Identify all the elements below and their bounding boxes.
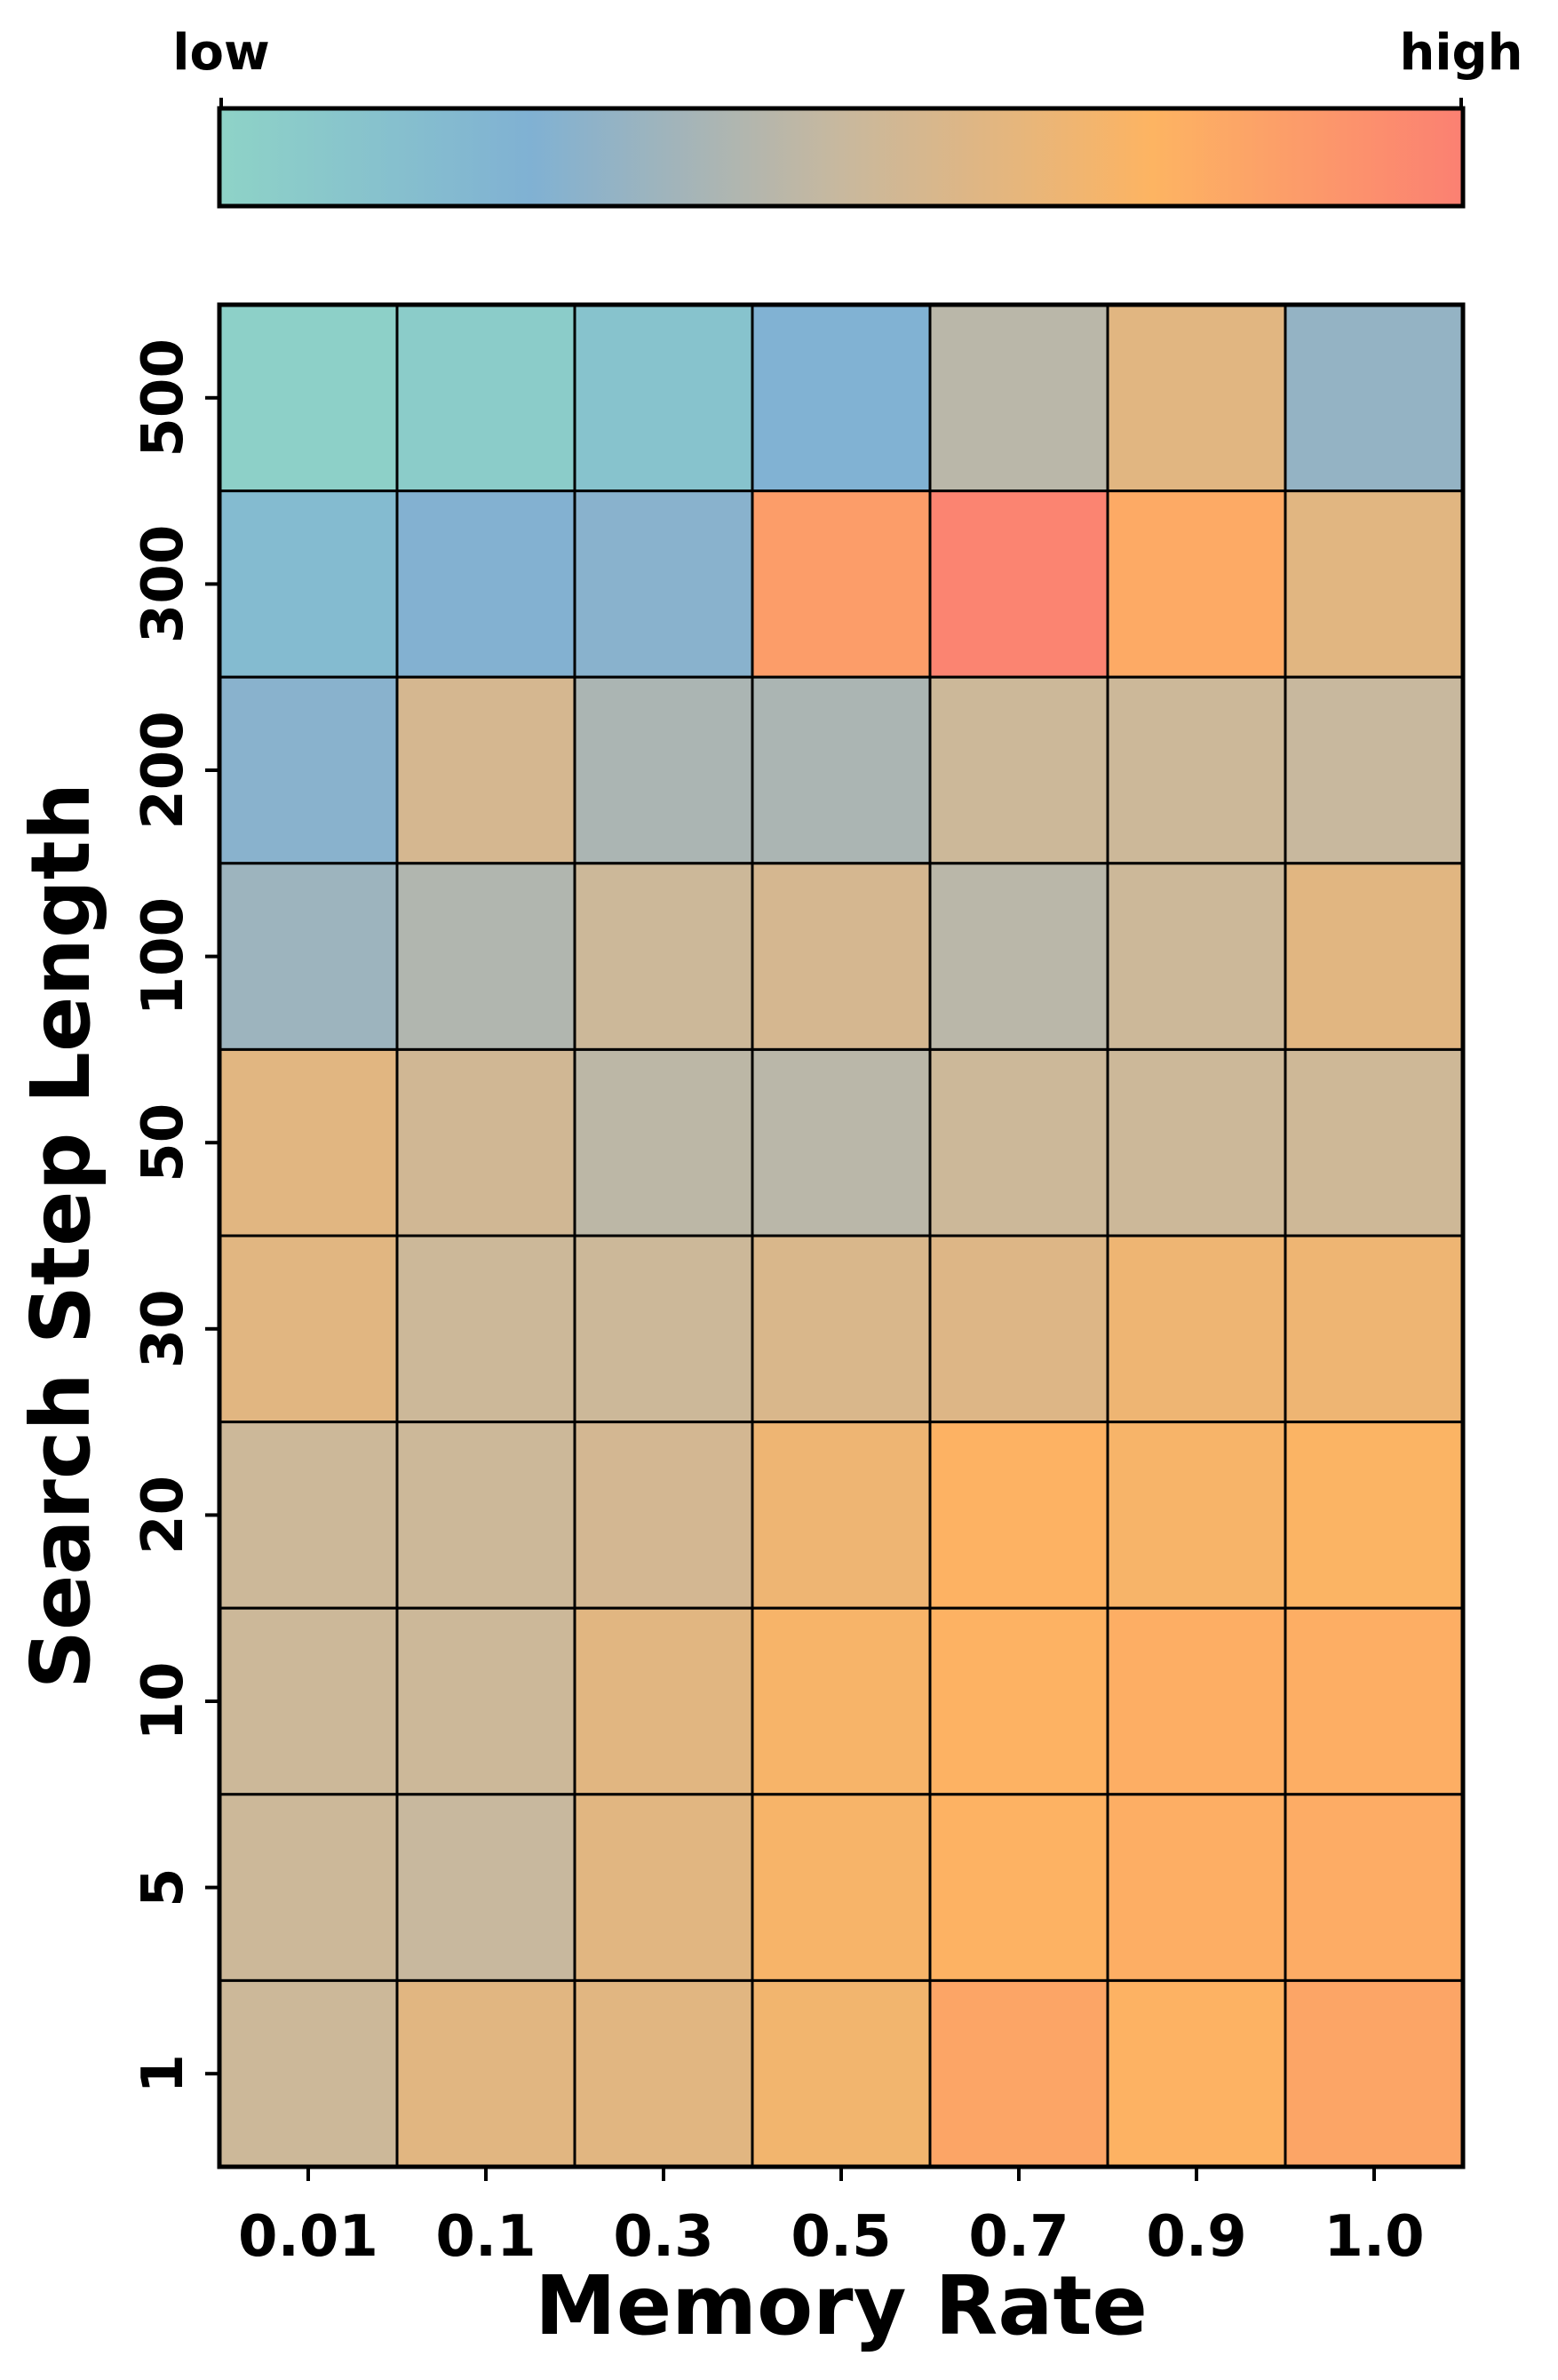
heatmap-cell	[395, 862, 576, 1051]
heatmap-cell	[1284, 1421, 1465, 1610]
heatmap-cell	[1284, 303, 1465, 493]
heatmap-cell	[928, 1421, 1109, 1610]
heatmap-cell	[1106, 1421, 1287, 1610]
heatmap-cell	[573, 1793, 754, 1982]
heatmap-cell	[218, 1793, 399, 1982]
heatmap-cell	[751, 675, 932, 865]
heatmap-cell	[573, 1606, 754, 1796]
y-tick-label: 20	[131, 1476, 196, 1555]
heatmap-cell	[751, 1047, 932, 1238]
heatmap-cell	[1106, 1978, 1287, 2169]
heatmap-cell	[1106, 1234, 1287, 1424]
heatmap-cell	[573, 1978, 754, 2169]
heatmap-cell	[751, 1421, 932, 1610]
heatmap-cell	[928, 1047, 1109, 1238]
heatmap-cell	[928, 303, 1109, 493]
heatmap-cell	[395, 1234, 576, 1424]
heatmap-cell	[218, 675, 399, 865]
heatmap-cell	[751, 1606, 932, 1796]
x-tick-label: 0.1	[435, 2204, 536, 2270]
colorbar: low high	[172, 24, 1523, 209]
heatmap-cell	[1106, 490, 1287, 679]
y-tick-label: 300	[131, 525, 196, 644]
heatmap-cell	[751, 303, 932, 493]
heatmap-cell	[218, 1234, 399, 1424]
heatmap-cell	[1284, 862, 1465, 1051]
colorbar-low-label: low	[172, 24, 269, 82]
heatmap-cell	[751, 1978, 932, 2169]
heatmap-cell	[218, 1606, 399, 1796]
y-tick-label: 50	[131, 1103, 196, 1182]
colorbar-gradient	[217, 106, 1466, 209]
heatmap-cell	[751, 1793, 932, 1982]
heatmap-cell	[928, 675, 1109, 865]
heatmap-cell	[928, 1793, 1109, 1982]
heatmap-cell	[395, 490, 576, 679]
heatmap-cell	[928, 1234, 1109, 1424]
colorbar-high-label: high	[1399, 24, 1522, 82]
heatmap-cell	[395, 1606, 576, 1796]
heatmap-cell	[218, 490, 399, 679]
heatmap-cell	[573, 1421, 754, 1610]
heatmap-cell	[1284, 675, 1465, 865]
heatmap-cell	[395, 1047, 576, 1238]
heatmap-cell	[928, 1978, 1109, 2169]
x-tick-label: 0.9	[1146, 2204, 1246, 2270]
y-tick-label: 5	[131, 1867, 196, 1907]
y-axis-ticks: 500 300 200 100 50 30 20 10 5 1	[131, 338, 219, 2093]
y-tick-label: 200	[131, 711, 196, 830]
heatmap-cell	[218, 1047, 399, 1238]
x-tick-label: 0.3	[613, 2204, 713, 2270]
y-tick-label: 10	[131, 1661, 196, 1740]
heatmap-cell	[395, 675, 576, 865]
x-axis-label: Memory Rate	[535, 2258, 1148, 2353]
heatmap-cell	[1106, 862, 1287, 1051]
heatmap-cell	[573, 490, 754, 679]
heatmap-cell	[1284, 1606, 1465, 1796]
heatmap-cell	[1284, 1234, 1465, 1424]
heatmap-cell	[1284, 1793, 1465, 1982]
heatmap-cell	[928, 490, 1109, 679]
heatmap-cell	[1284, 1047, 1465, 1238]
x-tick-label: 0.7	[968, 2204, 1069, 2270]
heatmap-cell	[218, 1978, 399, 2169]
x-axis-ticks: 0.01 0.1 0.3 0.5 0.7 0.9 1.0	[238, 2167, 1425, 2270]
x-tick-label: 1.0	[1324, 2204, 1424, 2270]
heatmap-cell	[573, 1234, 754, 1424]
heatmap-cell	[218, 862, 399, 1051]
x-tick-label: 0.01	[238, 2204, 378, 2270]
heatmap-cell	[395, 1793, 576, 1982]
heatmap-cell	[573, 862, 754, 1051]
heatmap-cell	[1106, 303, 1287, 493]
heatmap-cell	[1106, 1047, 1287, 1238]
heatmap-cell	[395, 303, 576, 493]
y-tick-label: 1	[131, 2054, 196, 2094]
heatmap-cell	[395, 1421, 576, 1610]
heatmap-cell	[1106, 1606, 1287, 1796]
heatmap-cell	[1284, 490, 1465, 679]
x-tick-label: 0.5	[791, 2204, 891, 2270]
y-tick-label: 30	[131, 1289, 196, 1368]
heatmap-cell	[395, 1978, 576, 2169]
heatmap-cell	[1284, 1978, 1465, 2169]
heatmap-cell	[751, 862, 932, 1051]
heatmap-cell	[573, 675, 754, 865]
heatmap-cell	[1106, 675, 1287, 865]
heatmap-cell	[751, 1234, 932, 1424]
y-tick-label: 100	[131, 897, 196, 1016]
heatmap-cell	[218, 303, 399, 493]
heatmap-cells	[218, 303, 1465, 2169]
y-axis-label: Search Step Length	[13, 783, 108, 1690]
heatmap-cell	[573, 1047, 754, 1238]
heatmap-cell	[751, 490, 932, 679]
heatmap-cell	[573, 303, 754, 493]
heatmap-cell	[928, 1606, 1109, 1796]
y-tick-label: 500	[131, 338, 196, 458]
heatmap-cell	[218, 1421, 399, 1610]
heatmap-cell	[928, 862, 1109, 1051]
heatmap-cell	[1106, 1793, 1287, 1982]
